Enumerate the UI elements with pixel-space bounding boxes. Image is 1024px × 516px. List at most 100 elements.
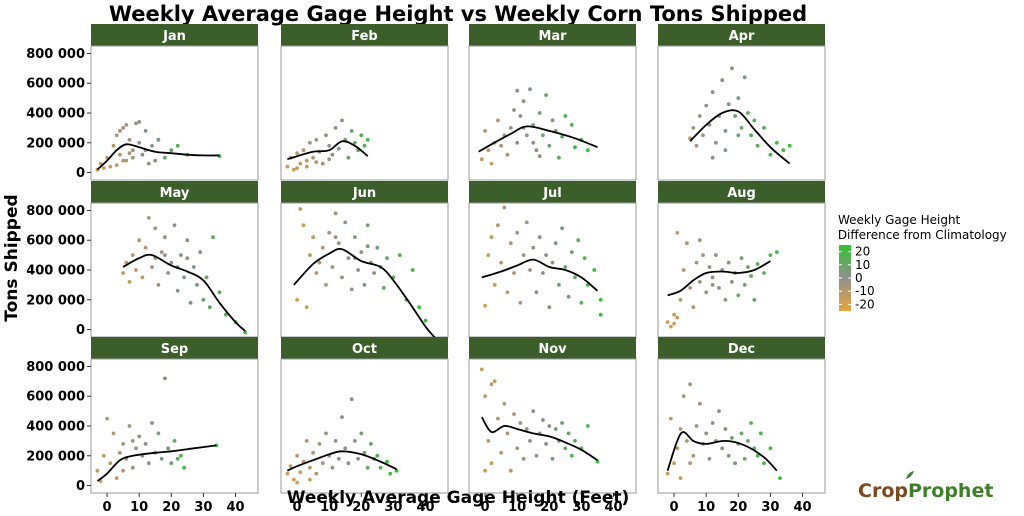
- data-point: [730, 66, 734, 71]
- data-point: [717, 409, 721, 413]
- data-point: [127, 151, 132, 156]
- data-point: [672, 461, 676, 466]
- y-tick-label: 600 000: [26, 390, 85, 405]
- data-point: [755, 262, 760, 266]
- data-point: [217, 290, 222, 295]
- data-point: [423, 318, 428, 323]
- data-point: [385, 459, 389, 464]
- data-point: [576, 238, 581, 243]
- data-point: [346, 155, 351, 160]
- data-point: [372, 271, 376, 275]
- data-point: [134, 268, 138, 272]
- x-tick-label: 20: [352, 500, 370, 512]
- data-point: [697, 238, 702, 243]
- data-point: [295, 453, 299, 458]
- data-point: [665, 471, 670, 476]
- data-point: [704, 431, 709, 436]
- data-point: [375, 453, 380, 458]
- data-point: [191, 265, 196, 269]
- data-point: [672, 321, 676, 326]
- data-point: [163, 376, 167, 381]
- data-point: [333, 211, 338, 216]
- data-point: [317, 260, 322, 265]
- panel-jun: Jun: [280, 181, 449, 343]
- data-point: [502, 401, 507, 406]
- data-point: [175, 456, 180, 461]
- panel-strip-label: Apr: [729, 29, 755, 44]
- data-point: [410, 268, 415, 272]
- y-axis-title: Tons Shipped: [2, 194, 22, 321]
- data-point: [108, 461, 113, 466]
- data-point: [723, 148, 728, 153]
- x-tick-label: 20: [540, 500, 558, 512]
- panel-plot-area: [468, 202, 637, 338]
- data-point: [736, 293, 741, 298]
- panel-plot-area: [468, 358, 637, 494]
- panel-plot-area: [280, 45, 449, 181]
- sprout-icon: [906, 471, 914, 479]
- data-point: [172, 223, 177, 228]
- data-point: [537, 235, 542, 240]
- data-point: [156, 137, 161, 142]
- data-point: [188, 300, 193, 305]
- data-point: [492, 283, 497, 287]
- data-point: [521, 99, 526, 103]
- panel-feb: Feb: [280, 24, 449, 181]
- smooth-line-dec: [666, 431, 778, 472]
- brand-prophet: Prophet: [908, 480, 993, 502]
- data-point: [723, 129, 728, 133]
- data-point: [675, 230, 680, 235]
- data-point: [496, 223, 500, 228]
- data-point: [301, 223, 306, 228]
- data-point: [726, 453, 731, 458]
- data-point: [146, 161, 151, 166]
- data-point: [166, 271, 171, 275]
- legend-tick-label: 20: [855, 245, 870, 259]
- x-tick-label: 20: [162, 500, 180, 512]
- data-point: [496, 118, 500, 123]
- smooth-line-mar: [478, 125, 598, 153]
- panel-strip-may: [91, 181, 258, 203]
- data-point: [201, 297, 206, 302]
- data-point: [156, 283, 161, 287]
- data-point: [182, 465, 187, 470]
- data-point: [365, 223, 370, 228]
- data-point: [515, 140, 520, 145]
- data-point: [534, 148, 539, 153]
- legend-tick-label: -10: [855, 284, 875, 298]
- legend-tick-label: 10: [855, 258, 870, 272]
- data-point: [114, 163, 119, 168]
- data-point: [327, 230, 332, 235]
- data-point: [560, 226, 564, 231]
- panel-jul: Jul: [468, 181, 637, 338]
- y-tick-label: 200 000: [26, 449, 85, 464]
- data-point: [678, 427, 683, 431]
- data-point: [353, 235, 357, 240]
- smooth-line-sep: [96, 444, 217, 482]
- panel-strip-oct: [281, 337, 448, 359]
- data-point: [486, 439, 491, 443]
- data-point: [137, 140, 142, 145]
- data-point: [311, 235, 315, 240]
- data-point: [327, 143, 332, 148]
- data-point: [739, 126, 744, 130]
- data-point: [311, 155, 315, 160]
- data-point: [140, 152, 145, 157]
- panel-plot-area: [657, 358, 826, 494]
- y-tick-label: 400 000: [26, 420, 85, 435]
- x-tick-label: 0: [481, 500, 490, 512]
- data-point: [486, 148, 491, 153]
- data-point: [496, 416, 500, 421]
- data-point: [369, 442, 373, 446]
- data-point: [566, 431, 571, 436]
- smooth-line-may: [122, 253, 246, 332]
- data-point: [675, 315, 680, 320]
- data-point: [733, 114, 737, 118]
- data-point: [343, 446, 348, 451]
- data-point: [285, 471, 290, 476]
- data-point: [150, 421, 154, 425]
- data-point: [742, 283, 747, 287]
- data-point: [537, 154, 542, 159]
- data-point: [515, 446, 520, 451]
